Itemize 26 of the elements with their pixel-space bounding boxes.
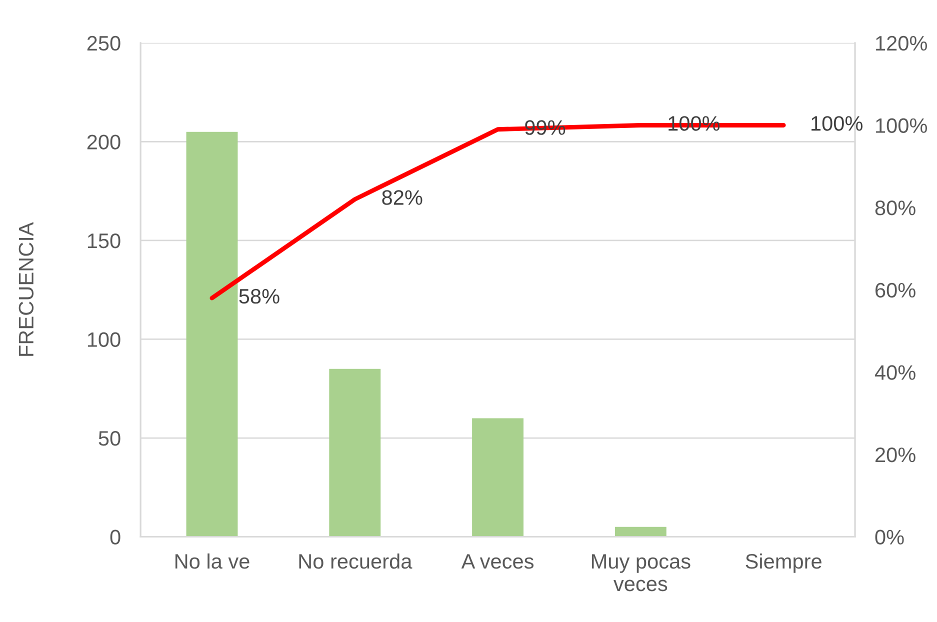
bar	[186, 132, 238, 537]
bar	[472, 418, 524, 537]
y2-tick-label: 0%	[875, 530, 904, 545]
y-tick-label: 100	[88, 332, 120, 347]
bar	[614, 526, 666, 537]
y-tick-label: 150	[88, 233, 120, 248]
data-label: 58%	[239, 288, 280, 304]
y-tick-label: 0	[110, 530, 120, 545]
y2-tick-label: 120%	[876, 36, 927, 51]
x-tick-label: A veces	[461, 554, 534, 569]
x-tick-label: No recuerda	[299, 553, 412, 569]
y-tick-label: 50	[98, 431, 120, 446]
x-tick-label: No la ve	[175, 553, 250, 569]
y2-tick-label: 20%	[876, 447, 916, 462]
x-tick-label: Siempre	[746, 553, 822, 573]
y2-tick-label: 80%	[875, 200, 916, 216]
y2-tick-label: 60%	[876, 282, 916, 298]
y-tick-label: 200	[87, 134, 120, 150]
y-axis-title: FRECUENCIA	[18, 222, 34, 356]
y-tick-label: 250	[87, 36, 120, 51]
y2-tick-label: 100%	[876, 118, 927, 133]
x-tick-label: Muy pocas veces	[592, 554, 690, 592]
bar	[329, 368, 381, 537]
y2-tick-label: 40%	[874, 365, 916, 380]
data-label: 82%	[382, 190, 422, 205]
data-label: 100%	[812, 116, 862, 131]
